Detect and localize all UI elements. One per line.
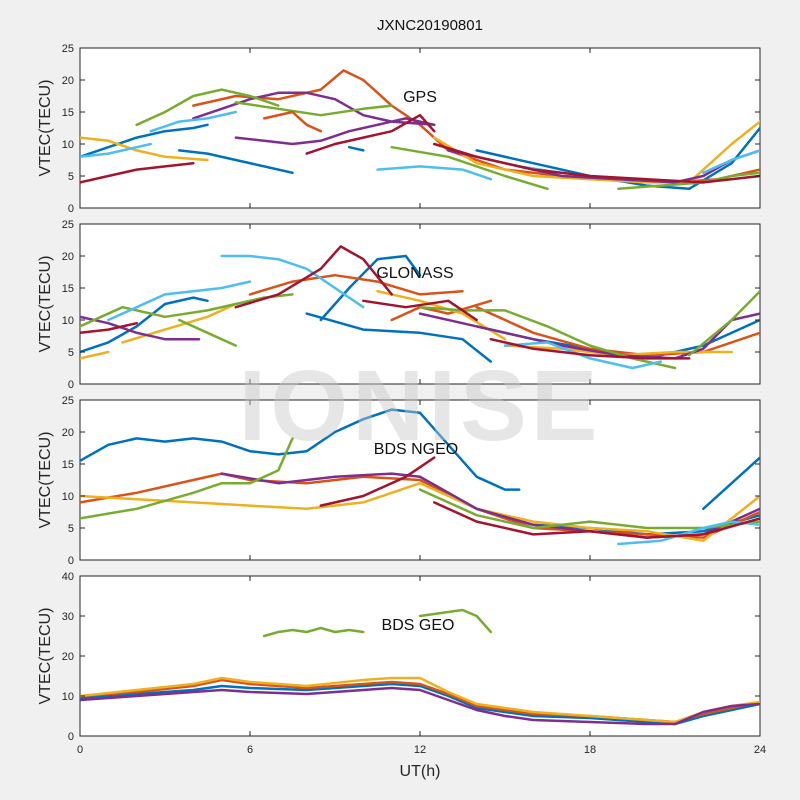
series-line <box>702 149 760 175</box>
x-axis-label: UT(h) <box>400 763 441 780</box>
x-tick-label: 12 <box>414 744 426 756</box>
series-line <box>432 120 760 184</box>
y-tick-label: 0 <box>68 555 74 567</box>
y-axis-label: VTEC(TECU) <box>37 432 54 529</box>
panel-annotation: BDS GEO <box>382 617 455 634</box>
series-line <box>80 350 110 360</box>
series-line <box>135 88 280 127</box>
series-line <box>80 472 760 539</box>
plot-area <box>79 47 761 209</box>
y-tick-label: 10 <box>62 315 74 327</box>
y-tick-label: 0 <box>68 731 74 743</box>
series-line <box>305 312 493 363</box>
series-group <box>80 245 760 370</box>
y-tick-label: 15 <box>62 459 74 471</box>
series-line <box>390 145 549 191</box>
series-line <box>107 280 252 322</box>
y-tick-label: 15 <box>62 283 74 295</box>
series-line <box>262 626 365 638</box>
series-line <box>319 456 436 507</box>
series-line <box>80 142 153 159</box>
y-tick-label: 0 <box>68 203 74 215</box>
series-line <box>177 149 294 175</box>
plot-area <box>79 575 761 737</box>
series-group <box>80 608 760 726</box>
x-tick-label: 18 <box>584 744 596 756</box>
series-line <box>418 608 493 634</box>
series-line <box>503 341 663 370</box>
series-line <box>80 408 521 491</box>
y-axis-label: VTEC(TECU) <box>37 608 54 705</box>
series-group <box>80 69 760 191</box>
y-tick-label: 25 <box>62 43 74 55</box>
series-line <box>432 501 760 539</box>
y-tick-label: 5 <box>68 347 74 359</box>
watermark: IONISE <box>239 350 602 462</box>
series-line <box>80 123 209 159</box>
series-line <box>80 296 209 354</box>
series-line <box>80 676 760 724</box>
y-tick-label: 0 <box>68 379 74 391</box>
y-tick-label: 5 <box>68 171 74 183</box>
y-tick-label: 20 <box>62 75 74 87</box>
series-line <box>305 113 436 155</box>
series-line <box>376 289 507 341</box>
figure-title: JXNC20190801 <box>377 17 483 34</box>
series-line <box>220 254 365 309</box>
y-tick-label: 20 <box>62 427 74 439</box>
series-line <box>432 142 760 184</box>
series-line <box>234 101 393 117</box>
panels: 0 5 10 15 20 25 VTEC(TECU) GPS 0 5 10 15 20 25 VTEC(TE… <box>37 43 766 756</box>
y-tick-label: 10 <box>62 491 74 503</box>
x-tick-label: 24 <box>754 744 766 756</box>
y-tick-label: 40 <box>62 571 74 583</box>
series-line <box>362 299 478 322</box>
series-line <box>702 456 760 511</box>
y-axis-label: VTEC(TECU) <box>37 80 54 177</box>
series-line <box>80 437 294 520</box>
series-line <box>262 110 323 133</box>
y-tick-label: 25 <box>62 219 74 231</box>
y-tick-label: 30 <box>62 611 74 623</box>
series-line <box>489 337 691 360</box>
y-tick-label: 25 <box>62 395 74 407</box>
series-line <box>192 91 436 127</box>
panel-annotation: BDS NGEO <box>374 441 458 458</box>
y-tick-label: 20 <box>62 251 74 263</box>
series-group <box>80 408 760 546</box>
panel-annotation: GPS <box>403 89 437 106</box>
series-line <box>376 165 493 181</box>
y-tick-label: 20 <box>62 651 74 663</box>
series-line <box>475 305 760 357</box>
series-line <box>80 136 209 162</box>
series-line <box>149 110 238 133</box>
panel-4: 0 10 20 30 40 0 6 12 18 24 VTEC(TECU) BDS GEO <box>37 571 766 756</box>
panel-annotation: GLONASS <box>376 265 453 282</box>
series-line <box>177 318 238 347</box>
y-axis-label: VTEC(TECU) <box>37 256 54 353</box>
series-line <box>319 254 422 322</box>
y-tick-label: 10 <box>62 691 74 703</box>
series-line <box>687 289 760 357</box>
series-line <box>80 481 760 543</box>
panel-2: 0 5 10 15 20 25 VTEC(TECU) GLONASS <box>37 219 761 391</box>
series-line <box>80 321 138 335</box>
panel-3: 0 5 10 15 20 25 VTEC(TECU) BDS NGEO <box>37 395 761 567</box>
x-tick-label: 0 <box>77 744 83 756</box>
series-line <box>248 273 464 296</box>
series-line <box>234 117 436 146</box>
series-line <box>80 161 195 184</box>
series-line <box>192 69 422 127</box>
series-line <box>80 315 201 341</box>
panel-1: 0 5 10 15 20 25 VTEC(TECU) GPS <box>37 43 761 215</box>
series-line <box>347 145 365 152</box>
x-tick-label: 6 <box>247 744 253 756</box>
series-line <box>390 299 493 322</box>
y-tick-label: 15 <box>62 107 74 119</box>
series-line <box>80 686 760 726</box>
y-tick-label: 5 <box>68 523 74 535</box>
series-line <box>234 245 393 309</box>
y-tick-label: 10 <box>62 139 74 151</box>
